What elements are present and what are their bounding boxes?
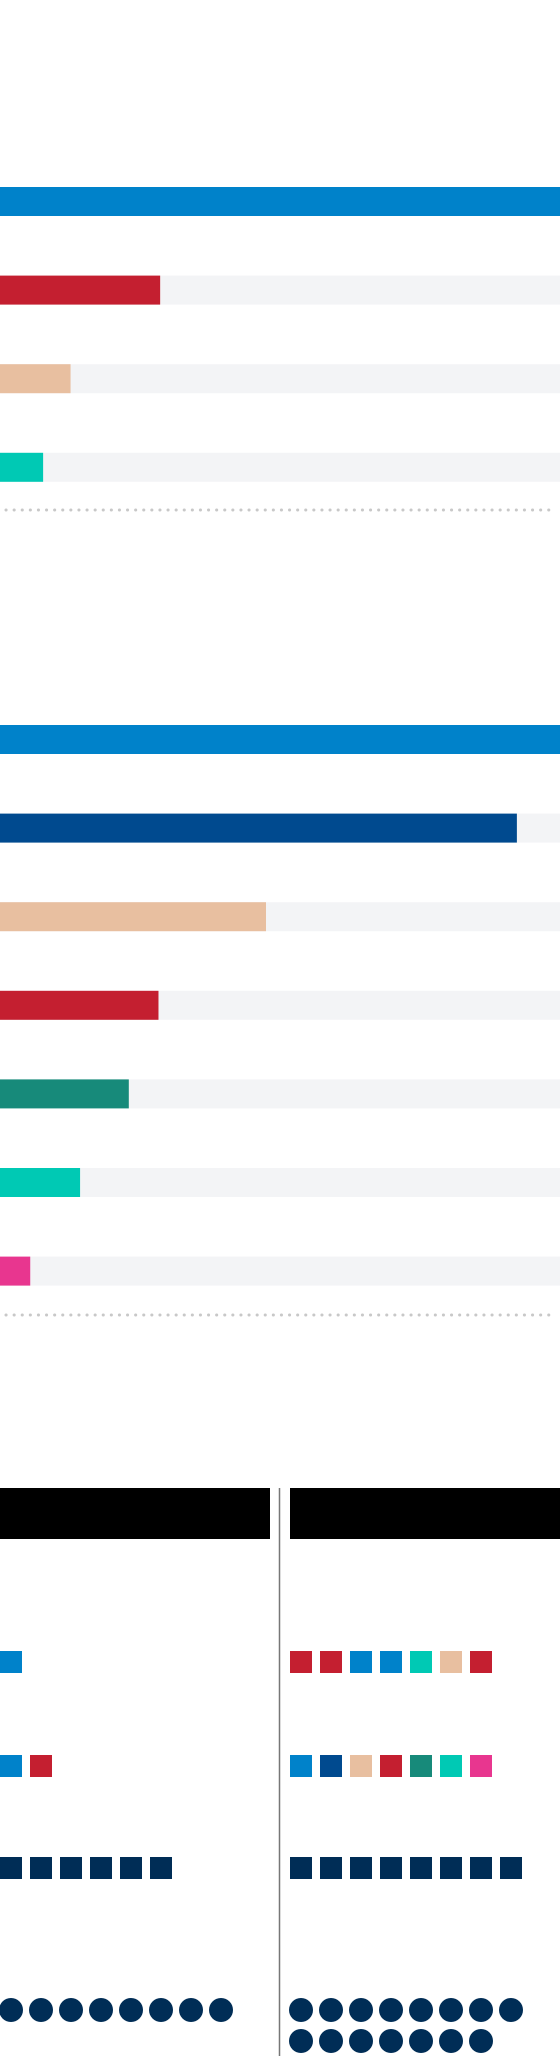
seat-dot xyxy=(319,1998,343,2022)
seat-square xyxy=(90,1857,112,1879)
seat-dot xyxy=(379,1998,403,2022)
seat-square xyxy=(380,1755,402,1777)
seat-square xyxy=(290,1857,312,1879)
seat-dot xyxy=(89,1998,113,2022)
seat-dot xyxy=(29,1998,53,2022)
seat-square xyxy=(380,1651,402,1673)
seat-dot xyxy=(0,1998,23,2022)
seat-dot xyxy=(119,1998,143,2022)
seat-dot xyxy=(469,1998,493,2022)
seat-square xyxy=(0,1857,22,1879)
seat-square xyxy=(380,1857,402,1879)
bar xyxy=(0,725,560,754)
seat-square xyxy=(320,1755,342,1777)
seat-square xyxy=(30,1857,52,1879)
bar xyxy=(0,1168,81,1197)
bar xyxy=(0,990,159,1020)
bar-track xyxy=(0,452,560,482)
bar xyxy=(0,187,560,216)
seat-square xyxy=(60,1857,82,1879)
seat-dot xyxy=(319,2029,343,2053)
bar-track xyxy=(0,1168,560,1197)
bar-track xyxy=(0,364,560,394)
seat-square xyxy=(410,1651,432,1673)
seat-dot xyxy=(409,1998,433,2022)
seat-square xyxy=(410,1755,432,1777)
seat-square xyxy=(470,1651,492,1673)
seat-square xyxy=(470,1755,492,1777)
bar xyxy=(0,364,71,394)
seat-dot xyxy=(349,1998,373,2022)
bar xyxy=(0,902,266,932)
seat-square xyxy=(320,1857,342,1879)
seat-square xyxy=(350,1857,372,1879)
panel-header xyxy=(0,1488,270,1539)
seat-dot xyxy=(209,1998,233,2022)
seat-dot xyxy=(289,2029,313,2053)
seat-dot xyxy=(59,1998,83,2022)
seat-dot xyxy=(499,1998,523,2022)
seat-square xyxy=(0,1755,22,1777)
seat-dot xyxy=(469,2029,493,2053)
seat-square xyxy=(0,1651,22,1673)
seat-dot xyxy=(289,1998,313,2022)
seat-dot xyxy=(179,1998,203,2022)
seat-dot xyxy=(349,2029,373,2053)
seat-square xyxy=(150,1857,172,1879)
seat-square xyxy=(410,1857,432,1879)
seat-square xyxy=(500,1857,522,1879)
seat-square xyxy=(440,1857,462,1879)
seat-square xyxy=(30,1755,52,1777)
bar xyxy=(0,275,161,305)
seat-square xyxy=(120,1857,142,1879)
bar xyxy=(0,1079,129,1109)
bar xyxy=(0,813,517,843)
seat-dot xyxy=(439,2029,463,2053)
seat-dot xyxy=(149,1998,173,2022)
bar xyxy=(0,452,44,482)
seat-square xyxy=(320,1651,342,1673)
seat-dot xyxy=(439,1998,463,2022)
bar-track xyxy=(0,1256,560,1286)
seat-square xyxy=(290,1755,312,1777)
seat-square xyxy=(440,1755,462,1777)
seat-square xyxy=(350,1651,372,1673)
seat-dot xyxy=(379,2029,403,2053)
seat-square xyxy=(440,1651,462,1673)
bar xyxy=(0,1256,31,1286)
seat-dot xyxy=(409,2029,433,2053)
seat-square xyxy=(290,1651,312,1673)
seat-square xyxy=(470,1857,492,1879)
seat-square xyxy=(350,1755,372,1777)
panel-header xyxy=(290,1488,560,1539)
